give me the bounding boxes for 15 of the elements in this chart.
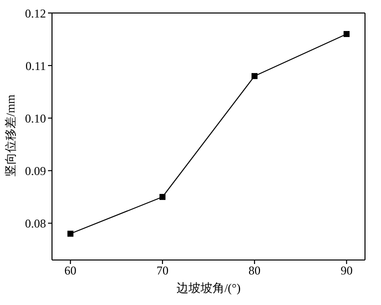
y-tick-label: 0.11 [25,58,46,73]
x-tick-label: 90 [340,264,353,278]
y-axis-title: 竖向位移差/mm [3,94,18,176]
y-tick-label: 0.08 [25,216,46,230]
x-axis-title: 边坡坡角/(°) [176,281,241,295]
point [344,31,350,38]
point [67,230,74,237]
x-tick-label: 70 [156,264,168,278]
x-tick-label: 80 [248,264,261,278]
y-tick-label: 0.12 [25,6,46,20]
y-tick-label: 0.09 [25,164,46,178]
point [252,73,258,80]
x-tick-label: 60 [64,264,76,278]
point [159,194,166,200]
y-tick-label: 0.10 [25,111,46,126]
